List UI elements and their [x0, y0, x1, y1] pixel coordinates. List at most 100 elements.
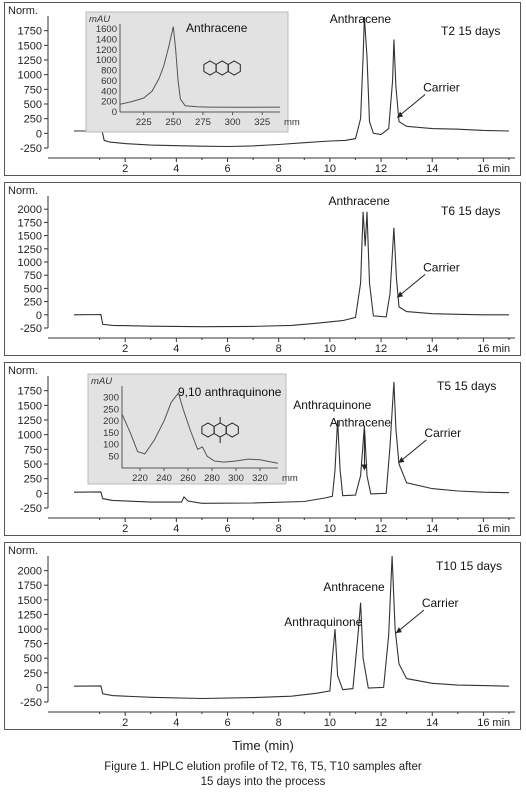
molecule-structure-icon — [203, 60, 241, 76]
annotation-arrow — [396, 94, 426, 118]
inset-y-tick-label: 200 — [103, 416, 119, 427]
y-tick-label: 1750 — [18, 386, 42, 398]
inset-x-unit: mm — [284, 117, 300, 128]
annotation-carrier: Carrier — [424, 426, 461, 440]
panel-frame — [4, 542, 521, 730]
y-tick-label: 1500 — [18, 231, 42, 243]
y-tick-label: 1500 — [18, 595, 42, 607]
x-tick-label: 8 — [276, 523, 282, 535]
panel-title: T6 15 days — [441, 204, 500, 218]
x-tick-label: 6 — [224, 343, 230, 355]
inset-background — [87, 373, 287, 485]
inset-y-label: mAU — [91, 376, 112, 387]
annotation-carrier: Carrier — [423, 81, 460, 95]
annotation-carrier: Carrier — [422, 596, 459, 610]
inset-y-tick-label: 1000 — [96, 55, 117, 66]
y-tick-label: -250 — [20, 697, 42, 709]
y-tick-label: 750 — [24, 270, 42, 282]
inset-y-tick-label: 1400 — [96, 35, 117, 46]
annotation-label: Anthracene — [330, 12, 392, 26]
x-tick-label: 16 — [477, 343, 489, 355]
annotation-arrow — [398, 439, 427, 464]
y-tick-label: 1000 — [18, 430, 42, 442]
inset-x-tick-label: 300 — [228, 473, 244, 484]
x-tick-label: 10 — [324, 343, 336, 355]
y-tick-label: 1000 — [18, 624, 42, 636]
x-tick-label: 8 — [276, 163, 282, 175]
x-tick-label: 12 — [375, 523, 387, 535]
annotation-arrowhead — [397, 291, 404, 298]
x-tick-label: 2 — [122, 717, 128, 729]
inset-y-tick-label: 300 — [103, 393, 119, 404]
x-tick-label: 4 — [173, 523, 179, 535]
y-tick-label: 250 — [24, 668, 42, 680]
y-tick-label: -250 — [20, 143, 42, 155]
x-tick-label: 14 — [426, 523, 438, 535]
y-tick-label: 2000 — [18, 566, 42, 578]
annotation-arrow — [395, 609, 425, 634]
y-tick-label: 750 — [24, 444, 42, 456]
chart-panel-t2: Norm. -250 0 250 500 750 1000 1250 1500 1750 2 4 6 8 1… — [4, 2, 521, 176]
y-tick-label: 1250 — [18, 244, 42, 256]
x-tick-label: 2 — [122, 163, 128, 175]
x-tick-label: 6 — [224, 163, 230, 175]
inset-y-tick-label: 1200 — [96, 45, 117, 56]
x-tick-label: 16 — [477, 163, 489, 175]
x-tick-label: 4 — [173, 343, 179, 355]
y-axis-label: Norm. — [8, 185, 38, 197]
inset-y-tick-label: 100 — [103, 440, 119, 451]
annotation-arrowhead — [397, 111, 404, 118]
annotation-label: Anthracene — [323, 580, 385, 594]
y-tick-label: 500 — [24, 283, 42, 295]
inset-x-tick-label: 240 — [156, 473, 172, 484]
hexagon-ring — [227, 60, 241, 76]
y-tick-label: 0 — [36, 310, 42, 322]
y-axis-label: Norm. — [8, 365, 38, 377]
y-tick-label: 500 — [24, 653, 42, 665]
y-tick-label: 250 — [24, 474, 42, 486]
x-tick-label: 2 — [122, 523, 128, 535]
inset-y-label: mAU — [89, 14, 110, 25]
x-tick-label: 14 — [426, 717, 438, 729]
x-unit-label: min — [492, 523, 510, 535]
x-tick-label: 12 — [375, 343, 387, 355]
x-unit-label: min — [492, 163, 510, 175]
y-tick-label: 0 — [36, 488, 42, 500]
x-unit-label: min — [492, 717, 510, 729]
inset-x-unit: mm — [282, 473, 298, 484]
inset-y-tick-label: 0 — [112, 107, 117, 118]
chart-t2: Norm. -250 0 250 500 750 1000 1250 1500 1750 2 4 6 8 1… — [4, 2, 521, 176]
chromatogram-line — [73, 211, 509, 328]
x-tick-label: 6 — [224, 717, 230, 729]
annotation-label: Anthraquinone — [284, 615, 362, 629]
inset-y-tick-label: 600 — [101, 76, 117, 87]
annotation-arrowhead — [395, 627, 402, 634]
x-tick-label: 8 — [276, 343, 282, 355]
x-tick-label: 6 — [224, 523, 230, 535]
y-tick-label: 750 — [24, 84, 42, 96]
x-axis-title: Time (min) — [232, 738, 294, 753]
x-tick-label: 10 — [324, 523, 336, 535]
annotation-label: Anthracene — [330, 415, 392, 429]
y-tick-label: 0 — [36, 128, 42, 140]
y-axis-label: Norm. — [8, 545, 38, 557]
inset-spectrum-line — [119, 26, 281, 108]
hexagon-ring — [225, 422, 239, 438]
annotation-arrowhead — [361, 464, 368, 471]
x-tick-label: 12 — [375, 163, 387, 175]
x-tick-label: 14 — [426, 343, 438, 355]
panel-title: T10 15 days — [436, 559, 502, 573]
chart-panel-t6: Norm. -250 0 250 500 750 1000 1250 1500 1750 2000 2… — [4, 182, 521, 356]
y-tick-label: 1000 — [18, 257, 42, 269]
y-tick-label: 1250 — [18, 55, 42, 67]
y-tick-label: 1250 — [18, 609, 42, 621]
inset-title: Anthracene — [186, 21, 248, 35]
y-tick-label: -250 — [20, 323, 42, 335]
inset-x-tick-label: 325 — [254, 117, 270, 128]
y-tick-label: 1750 — [18, 26, 42, 38]
y-tick-label: 1500 — [18, 40, 42, 52]
chromatogram-line — [73, 381, 510, 504]
inset-y-tick-label: 250 — [103, 404, 119, 415]
